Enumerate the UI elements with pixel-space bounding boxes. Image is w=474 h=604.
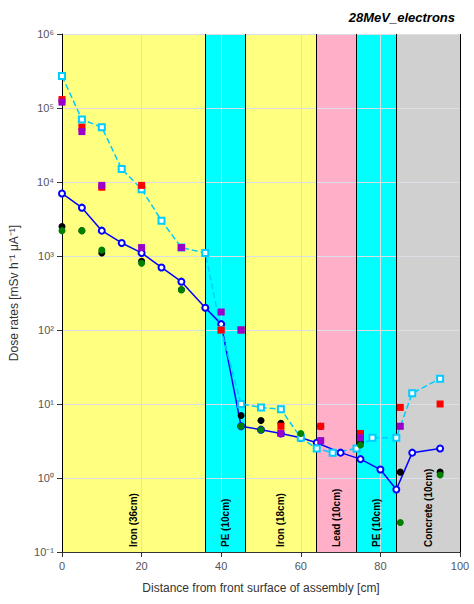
- svg-text:10²: 10²: [38, 324, 54, 336]
- svg-text:10⁶: 10⁶: [37, 28, 54, 40]
- svg-text:28MeV_electrons: 28MeV_electrons: [348, 10, 455, 25]
- svg-text:10⁴: 10⁴: [37, 176, 54, 188]
- svg-text:0: 0: [59, 560, 65, 572]
- svg-text:PE (10cm): PE (10cm): [371, 499, 382, 547]
- svg-text:20: 20: [135, 560, 147, 572]
- svg-text:PE (10cm): PE (10cm): [220, 499, 231, 547]
- svg-text:Distance from front surface of: Distance from front surface of assembly …: [142, 581, 379, 595]
- svg-text:10¹: 10¹: [38, 398, 54, 410]
- svg-text:10⁰: 10⁰: [38, 472, 54, 484]
- svg-text:Iron (36cm): Iron (36cm): [128, 493, 139, 547]
- svg-text:60: 60: [295, 560, 307, 572]
- svg-text:10⁵: 10⁵: [37, 102, 54, 114]
- svg-text:80: 80: [374, 560, 386, 572]
- svg-text:10³: 10³: [38, 250, 54, 262]
- svg-text:Concrete (10cm): Concrete (10cm): [423, 469, 434, 547]
- svg-text:Lead (10cm): Lead (10cm): [331, 489, 342, 547]
- svg-text:Dose rates [mSv h⁻¹ μA⁻¹]: Dose rates [mSv h⁻¹ μA⁻¹]: [7, 225, 21, 361]
- svg-text:10⁻¹: 10⁻¹: [34, 546, 54, 558]
- svg-text:40: 40: [215, 560, 227, 572]
- svg-text:Iron (18cm): Iron (18cm): [275, 493, 286, 547]
- svg-text:100: 100: [451, 560, 469, 572]
